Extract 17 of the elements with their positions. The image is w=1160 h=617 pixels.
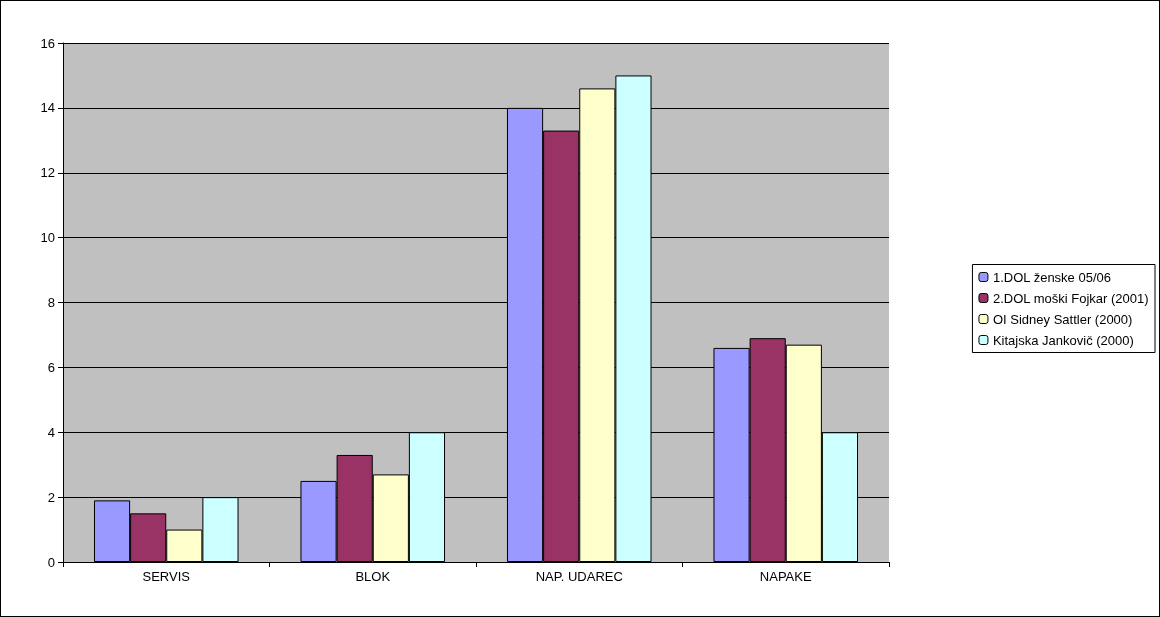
y-tick-label: 6 <box>47 359 55 375</box>
y-tick-label: 4 <box>47 424 55 440</box>
y-tick-label: 12 <box>40 165 55 181</box>
legend-label: OI Sidney Sattler (2000) <box>992 311 1133 327</box>
y-tick-label: 14 <box>40 100 55 116</box>
x-tick-label: NAP. UDAREC <box>535 569 623 584</box>
y-tick-label: 10 <box>40 230 55 246</box>
x-tick-label: SERVIS <box>142 569 191 584</box>
x-tick-label: NAPAKE <box>759 569 812 584</box>
legend-label: 1.DOL ženske 05/06 <box>992 269 1111 285</box>
y-tick-label: 16 <box>40 35 55 51</box>
legend-label: 2.DOL moški Fojkar (2001) <box>992 290 1149 306</box>
y-tick-label: 2 <box>47 489 55 505</box>
legend-label: Kitajska Jankovič (2000) <box>992 332 1134 348</box>
y-tick-label: 8 <box>47 295 55 310</box>
y-tick-label: 0 <box>47 554 55 570</box>
x-tick-label: BLOK <box>355 569 391 584</box>
